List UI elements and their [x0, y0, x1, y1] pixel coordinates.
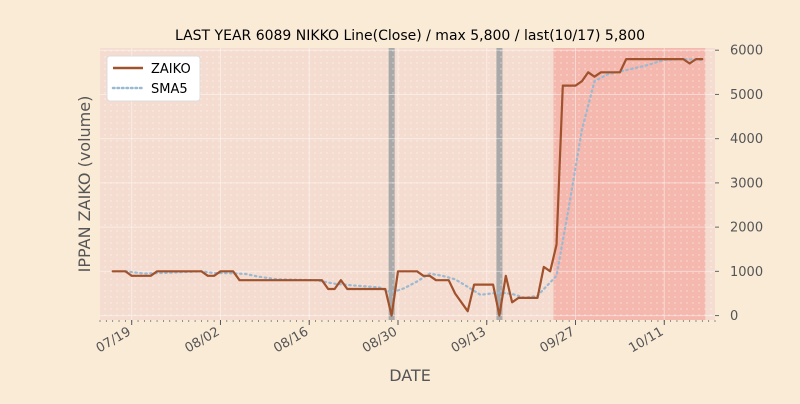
y-tick-label-1: 1000 — [730, 265, 763, 280]
x-tick-label-3: 08/30 — [360, 324, 400, 356]
x-tick-label-2: 08/16 — [271, 324, 311, 356]
chart-title: LAST YEAR 6089 NIKKO Line(Close) / max 5… — [175, 28, 645, 44]
x-tick-label-1: 08/02 — [183, 324, 223, 356]
y-tick-label-3: 3000 — [730, 176, 763, 191]
legend-label-sma5: SMA5 — [151, 82, 188, 97]
legend-label-zaiko: ZAIKO — [151, 62, 191, 77]
legend: ZAIKO SMA5 — [106, 55, 201, 102]
x-axis-label: DATE — [389, 366, 431, 385]
y-tick-label-0: 0 — [730, 309, 738, 324]
y-axis-label: IPPAN ZAIKO (volume) — [75, 96, 94, 273]
series-line-zaiko — [111, 57, 704, 317]
x-tick-label-5: 09/27 — [538, 324, 578, 356]
series-lines — [111, 57, 704, 317]
y-tick-label-2: 2000 — [730, 221, 763, 236]
y-tick-label-4: 4000 — [730, 132, 763, 147]
x-tick-label-6: 10/11 — [626, 324, 666, 356]
y-tick-label-6: 6000 — [730, 44, 763, 59]
x-tick-label-0: 07/19 — [94, 324, 134, 356]
x-tick-label-4: 09/13 — [449, 324, 489, 356]
y-tick-label-5: 5000 — [730, 88, 763, 103]
series-line-sma5 — [124, 57, 704, 299]
y-axis: 0 1000 2000 3000 4000 5000 6000 — [100, 44, 763, 324]
plot-dot-texture — [100, 48, 715, 320]
